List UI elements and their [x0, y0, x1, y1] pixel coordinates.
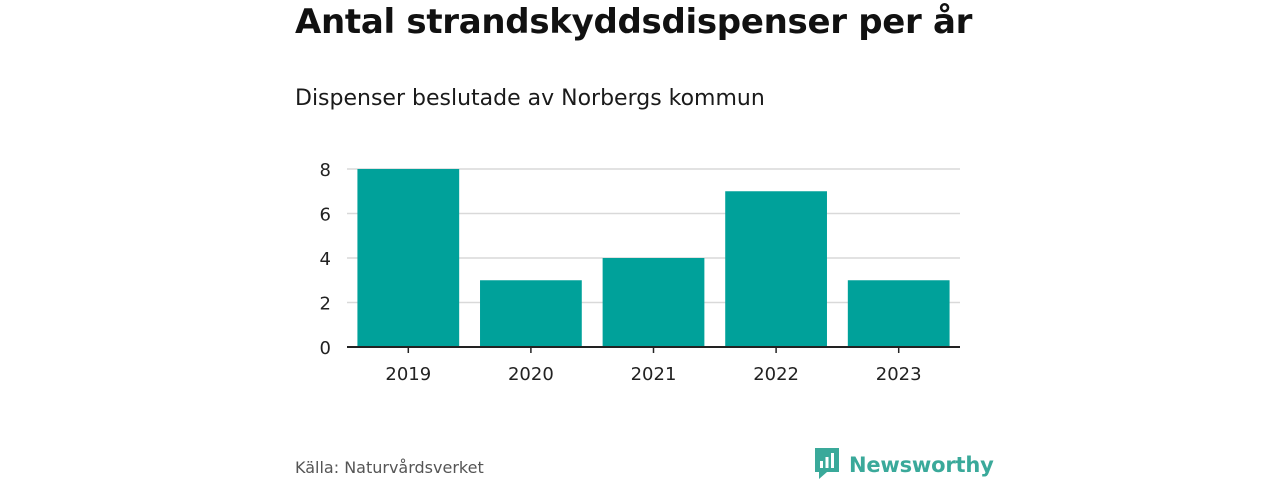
y-tick-label: 0 [320, 338, 331, 359]
brand-logo[interactable]: Newsworthy [813, 446, 994, 484]
x-tick-label: 2022 [753, 364, 799, 385]
y-tick-label: 6 [320, 205, 331, 226]
bar [602, 258, 705, 347]
bar [480, 280, 582, 347]
newsworthy-logo-icon [813, 446, 841, 484]
bars [357, 169, 950, 347]
y-tick-label: 8 [320, 160, 331, 181]
y-tick-label: 2 [320, 294, 331, 315]
source-note: Källa: Naturvårdsverket [295, 458, 484, 477]
bar [847, 280, 950, 347]
x-tick-label: 2021 [631, 364, 677, 385]
x-tick-label: 2020 [508, 364, 554, 385]
chart-title: Antal strandskyddsdispenser per år [295, 2, 973, 42]
axes: 0 2 4 6 8 2019 2020 2021 2022 2023 [320, 160, 960, 385]
bar [357, 169, 460, 347]
x-tick-label: 2019 [385, 364, 431, 385]
brand-name: Newsworthy [849, 453, 994, 477]
chart-subtitle: Dispenser beslutade av Norbergs kommun [295, 86, 765, 111]
y-tick-label: 4 [320, 249, 331, 270]
bar-chart: 0 2 4 6 8 2019 2020 2021 2022 2023 [320, 160, 960, 385]
bar [725, 191, 827, 347]
x-tick-label: 2023 [876, 364, 922, 385]
